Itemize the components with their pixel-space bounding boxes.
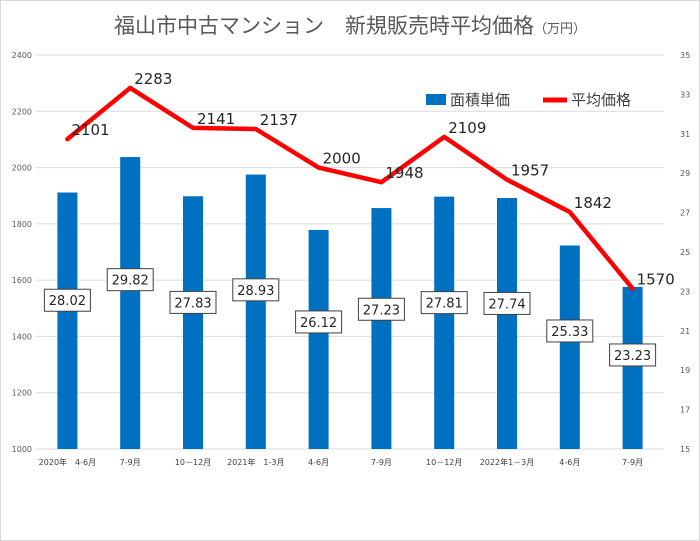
y-right-tick-label: 35 [680,51,690,60]
x-tick-label: 4-6月 [308,458,329,467]
axis-layer: 1000 1200 1400 1600 1800 2000 2200 2400 15 17 19 21… [12,51,691,467]
line-data-label: 1948 [385,164,423,182]
chart-title-text: 福山市中古マンション 新規販売時平均価格 [113,14,534,38]
line-data-label: 2109 [448,119,486,137]
bar-data-label: 27.83 [174,296,211,311]
bar-data-label-box [232,278,280,302]
chart-title-unit: （万円） [533,22,586,37]
legend-line-label: 平均価格 [571,91,631,109]
y-right-tick-label: 25 [680,248,690,257]
bar-data-label-box [43,288,91,312]
bar-data-label: 26.12 [300,316,337,331]
bar-data-label: 27.81 [426,297,463,312]
y-left-tick-label: 1600 [12,276,32,285]
line-data-label: 1842 [574,194,612,212]
bar-data-label: 27.23 [363,303,400,318]
y-right-tick-label: 17 [680,406,690,415]
bar-data-label-box [169,290,217,314]
y-right-tick-label: 15 [680,445,690,454]
line-data-label: 2137 [260,111,298,129]
legend-bar-label: 面積単価 [450,91,510,109]
legend-bar-swatch [426,94,446,105]
bar [120,157,141,449]
bar [497,198,517,449]
bar-data-label-box [609,343,657,367]
bar [371,208,392,449]
bar [622,286,643,449]
line-series [65,85,635,291]
bar-data-label: 23.23 [614,349,651,364]
x-tick-label: 10－12月 [175,458,211,467]
line-data-label: 2101 [71,121,109,139]
bar [434,196,455,449]
line-data-label: 2141 [197,110,235,128]
bar-data-label-box [483,291,531,315]
line-layer [65,85,635,291]
x-tick-label: 2022年1－3月 [480,457,535,467]
bar-data-label: 25.33 [551,325,588,340]
line-data-label: 2000 [323,150,361,168]
bar-data-label: 28.02 [49,294,86,309]
y-left-tick-label: 2000 [12,164,32,173]
x-tick-label: 10－12月 [426,458,462,467]
x-tick-label: 2020年 4-6月 [39,457,96,467]
line-data-label: 1957 [511,162,549,180]
x-tick-label: 2021年 1-3月 [227,457,284,467]
bar [308,229,329,449]
y-right-tick-label: 33 [680,90,690,99]
label-layer: 2101 2283 2141 2137 2000 1948 2109 1957 1842 1570… [43,70,675,367]
y-right-tick-label: 29 [680,169,690,178]
y-left-tick-label: 1000 [12,445,32,454]
line-data-label: 1570 [637,271,675,289]
bar-data-label: 27.74 [488,297,525,312]
line-data-label: 2283 [134,70,172,88]
bar-data-label-box [295,310,343,334]
y-right-tick-label: 31 [680,130,690,139]
y-left-tick-label: 1800 [12,220,32,229]
bar-data-label-box [357,297,405,321]
legend: 面積単価 平均価格 [426,91,631,109]
x-tick-label: 7-9月 [371,458,392,467]
y-left-tick-label: 2200 [12,107,32,116]
y-right-tick-label: 27 [680,209,690,218]
bar-data-label: 29.82 [112,274,149,289]
x-tick-label: 7-9月 [622,458,643,467]
y-right-tick-label: 23 [680,287,690,296]
bar-data-label-box [546,319,594,343]
bar-data-label-box [420,291,468,315]
bar-data-label: 28.93 [237,284,274,299]
bar-layer [57,157,643,450]
chart-title: 福山市中古マンション 新規販売時平均価格（万円） [0,10,700,40]
y-right-tick-label: 21 [680,327,690,336]
y-left-tick-label: 1400 [12,332,32,341]
x-tick-label: 4-6月 [559,458,580,467]
bar [183,196,203,449]
bar [559,245,580,449]
grid-layer [36,54,664,450]
bar [57,192,78,450]
x-tick-label: 7-9月 [120,458,141,467]
y-left-tick-label: 1200 [12,389,32,398]
y-right-tick-label: 19 [680,366,690,375]
y-left-tick-label: 2400 [12,51,32,60]
bar-data-label-box [106,268,154,292]
bar [245,174,266,450]
